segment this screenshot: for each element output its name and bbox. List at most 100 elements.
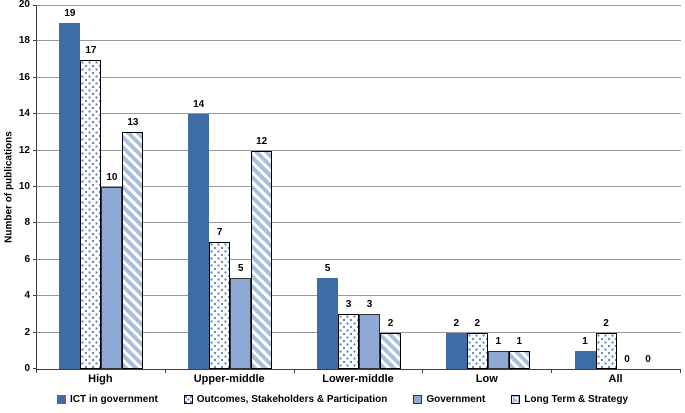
category-group: 5 3 3 2 [295,5,424,369]
y-axis-tick [33,5,37,6]
y-axis-tick [33,258,37,260]
bar [101,187,123,369]
bar-value-label: 1 [495,335,502,347]
bar-value-label: 19 [64,8,76,20]
bar-value-label: 5 [324,263,331,274]
category-group: 19 17 10 13 [37,5,166,369]
x-axis-label: High [88,373,113,385]
bar [508,350,530,369]
bar [487,350,509,369]
category-group: 2 2 1 1 [423,5,552,369]
y-axis-tick-label: 0 [24,363,30,374]
bar-slot: 13 [122,5,144,369]
bar-slot: 5 [316,5,338,369]
bar-value-label: 3 [345,299,352,311]
bar [574,350,596,369]
bar-value-label: 0 [624,354,630,365]
x-axis-label: All [608,373,623,385]
bar-slot: 2 [445,5,467,369]
y-axis-tick [33,76,37,78]
bar-value-label: 2 [603,317,609,329]
y-axis-tick-label: 18 [18,35,30,47]
legend-item: Government [413,394,485,405]
x-axis-tick [680,369,681,373]
bar-slot: 12 [251,5,273,369]
bar-slot: 3 [337,5,359,369]
category-group: 1 2 0 0 [552,5,681,369]
bar-slot: 3 [358,5,380,369]
bar [337,314,359,369]
x-axis-label: Lower-middle [322,373,394,385]
bar-slot: 2 [379,5,401,369]
x-axis-tick [551,369,553,373]
bar-slot: 14 [188,5,210,369]
legend-item: Long Term & Strategy [511,394,628,405]
bar [209,241,231,369]
legend-label: Government [426,394,486,405]
legend-label: Long Term & Strategy [524,394,629,405]
legend-item: ICT in government [56,394,158,405]
bar-value-label: 2 [453,317,460,329]
x-axis-labels: High Upper-middle Lower-middle Low All [36,373,680,385]
y-axis-tick-label: 4 [24,290,30,302]
bar-slot: 17 [80,5,102,369]
bar [188,114,210,369]
gridline [37,113,681,115]
bar-value-label: 12 [256,135,268,147]
y-axis-tick [33,295,37,297]
gridline [37,258,681,260]
bar-groups: 19 17 10 13 14 7 5 12 5 3 3 2 2 2 1 1 1 2 0 0 [37,5,681,369]
gridline [37,149,681,151]
bar-value-label: 17 [85,44,97,56]
x-axis-label: Upper-middle [193,373,265,385]
bar [59,23,81,369]
bar [251,150,273,369]
y-axis-tick [33,331,37,333]
bar [230,278,252,369]
gridline [37,222,681,224]
bar-slot: 1 [574,5,596,369]
y-axis-tick [33,40,37,42]
y-axis-tick-label: 20 [18,0,30,10]
y-axis-tick-label: 16 [18,71,30,83]
bar-value-label: 2 [387,317,394,329]
y-axis-tick-label: 14 [18,108,30,120]
bar-value-label: 5 [237,263,244,274]
bar [445,332,467,369]
bar [466,332,488,369]
bar-value-label: 1 [516,335,523,347]
bar-value-label: 10 [106,172,118,183]
bar-slot: 2 [466,5,488,369]
bar-slot: 7 [209,5,231,369]
bar-value-label: 13 [127,117,139,129]
gridline [37,5,681,6]
y-axis-tick [33,186,37,187]
bar-value-label: 3 [366,299,373,311]
plot-area: 0 2 4 6 8 10 12 14 16 18 20 19 17 10 13 14 7 5 12 5 3 3 2 2 2 1 1 1… [19,0,681,374]
bar-slot: 1 [508,5,530,369]
bar-slot: 1 [487,5,509,369]
y-axis-tick-label: 6 [24,253,30,265]
gridline [37,76,681,78]
x-axis-tick [36,369,37,373]
y-axis-tick [33,149,37,151]
legend-marker [56,395,66,404]
bar [379,332,401,369]
bar-slot: 5 [230,5,252,369]
bar-slot: 0 [617,5,638,369]
legend-label: Outcomes, Stakeholders & Participation [196,394,388,405]
y-axis-tick-label: 2 [24,326,30,338]
x-axis-label: Low [475,373,498,385]
bar-slot: 19 [59,5,81,369]
y-axis-tick [33,368,37,369]
bar-value-label: 1 [582,335,588,347]
legend-marker [183,395,193,404]
bar [595,332,617,369]
bar-slot: 0 [638,5,659,369]
legend-item: Outcomes, Stakeholders & Participation [183,394,388,405]
bar-value-label: 2 [474,317,481,329]
bar-slot: 10 [101,5,123,369]
y-axis-tick-label: 8 [24,217,30,229]
gridline [37,40,681,42]
